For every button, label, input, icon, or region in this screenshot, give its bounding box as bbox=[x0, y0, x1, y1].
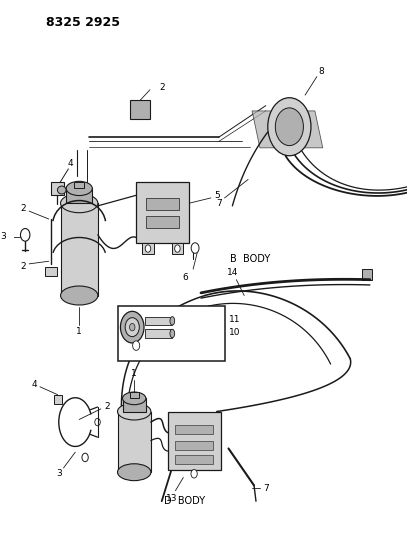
Text: 8325 2925: 8325 2925 bbox=[46, 17, 119, 29]
Circle shape bbox=[125, 318, 139, 337]
Circle shape bbox=[132, 341, 139, 350]
Bar bbox=[117, 411, 151, 472]
Bar bbox=[142, 243, 153, 254]
Text: 3: 3 bbox=[56, 469, 62, 478]
Ellipse shape bbox=[170, 317, 174, 325]
Ellipse shape bbox=[61, 286, 98, 305]
Text: 4: 4 bbox=[31, 379, 37, 389]
Bar bbox=[45, 266, 56, 276]
Bar bbox=[118, 306, 224, 361]
Text: D  BODY: D BODY bbox=[163, 496, 204, 506]
Text: 4: 4 bbox=[67, 159, 73, 168]
Text: 8: 8 bbox=[317, 67, 323, 76]
Circle shape bbox=[82, 453, 88, 462]
Bar bbox=[129, 392, 139, 398]
Circle shape bbox=[120, 311, 144, 343]
Ellipse shape bbox=[66, 181, 92, 196]
Text: 10: 10 bbox=[228, 328, 239, 337]
Circle shape bbox=[129, 324, 135, 331]
Circle shape bbox=[174, 245, 180, 252]
Text: 5: 5 bbox=[213, 191, 219, 200]
Bar bbox=[171, 243, 183, 254]
Bar bbox=[144, 317, 172, 325]
Circle shape bbox=[145, 245, 151, 252]
Text: 7: 7 bbox=[215, 199, 221, 208]
Ellipse shape bbox=[57, 186, 66, 194]
Bar bbox=[130, 100, 150, 119]
Text: 11: 11 bbox=[228, 316, 239, 324]
Text: 2: 2 bbox=[103, 402, 109, 411]
Text: 2: 2 bbox=[159, 83, 164, 92]
Circle shape bbox=[191, 470, 197, 478]
Ellipse shape bbox=[61, 193, 98, 213]
Bar bbox=[175, 455, 212, 464]
Bar bbox=[66, 189, 92, 203]
Bar bbox=[361, 269, 371, 280]
Circle shape bbox=[275, 108, 303, 146]
Bar bbox=[54, 394, 62, 404]
Text: 2: 2 bbox=[20, 204, 26, 213]
Text: 12: 12 bbox=[140, 352, 151, 361]
Text: 9: 9 bbox=[147, 307, 153, 316]
Bar bbox=[74, 182, 84, 189]
Circle shape bbox=[191, 243, 198, 253]
Bar bbox=[136, 182, 189, 243]
Text: 1: 1 bbox=[131, 369, 137, 378]
Bar bbox=[122, 398, 146, 411]
Ellipse shape bbox=[170, 329, 174, 338]
Bar bbox=[167, 411, 220, 470]
Bar bbox=[51, 182, 64, 195]
Bar bbox=[61, 203, 98, 295]
Bar bbox=[175, 425, 212, 434]
Bar bbox=[144, 329, 172, 338]
Text: 14: 14 bbox=[226, 268, 238, 277]
Text: 3: 3 bbox=[1, 232, 7, 241]
Bar bbox=[146, 198, 179, 209]
Ellipse shape bbox=[122, 392, 146, 405]
Text: 13: 13 bbox=[165, 494, 177, 503]
Bar bbox=[175, 441, 212, 450]
Text: B  BODY: B BODY bbox=[230, 254, 270, 264]
Text: 6: 6 bbox=[182, 272, 188, 281]
Ellipse shape bbox=[117, 403, 151, 420]
Text: 7: 7 bbox=[262, 483, 268, 492]
Ellipse shape bbox=[117, 464, 151, 481]
Circle shape bbox=[267, 98, 310, 156]
Circle shape bbox=[20, 229, 30, 241]
Text: 1: 1 bbox=[76, 327, 82, 336]
Circle shape bbox=[94, 418, 100, 426]
Text: 2: 2 bbox=[20, 262, 26, 271]
Bar bbox=[146, 216, 179, 228]
Polygon shape bbox=[252, 111, 322, 148]
